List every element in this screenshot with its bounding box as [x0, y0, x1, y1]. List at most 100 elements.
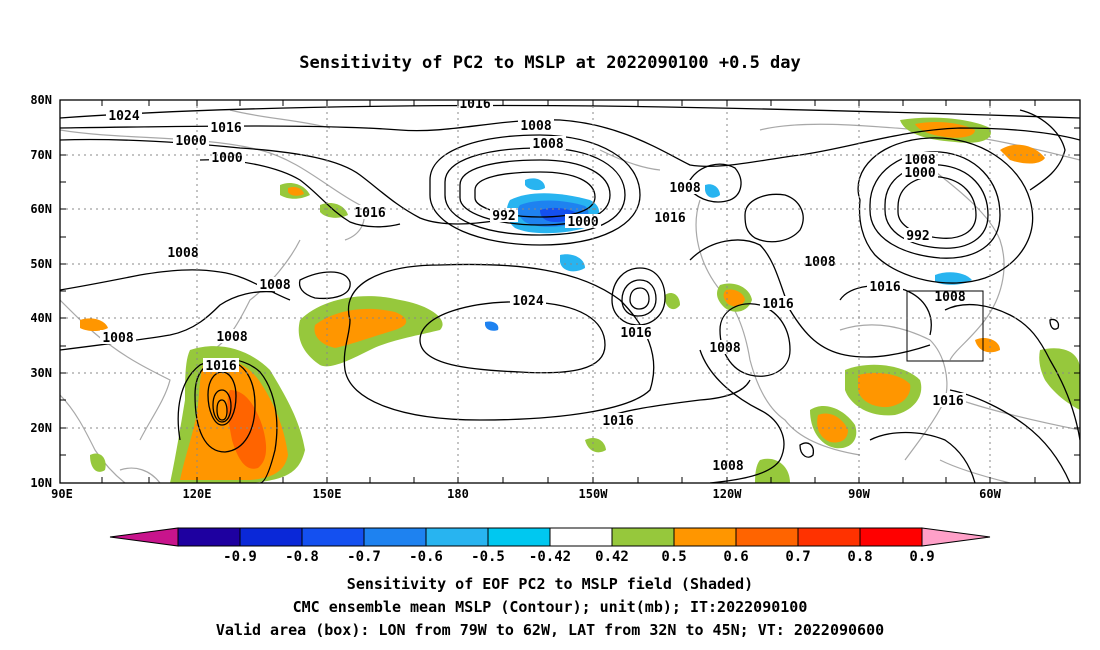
contour-label: 1016 [760, 296, 796, 312]
colorbar-low-end [109, 527, 179, 547]
contour-label: 1008 [902, 152, 938, 168]
contour-label-text: 1008 [804, 255, 835, 270]
contour-label: 1008 [257, 277, 293, 293]
contour-label-text: 1016 [354, 206, 385, 221]
lat-tick-label: 80N [30, 93, 52, 107]
contour-label-text: 992 [492, 209, 515, 224]
colorbar-swatch [177, 527, 241, 547]
latitude-labels: 80N 70N 60N 50N 40N 30N 20N 10N [30, 93, 52, 490]
contour-label-text: 1024 [108, 109, 139, 124]
colorbar-swatch [363, 527, 427, 547]
contour-label-text: 1016 [762, 297, 793, 312]
figure-title: Sensitivity of PC2 to MSLP at 2022090100… [299, 53, 801, 73]
contour-label: 1008 [530, 136, 566, 152]
lon-tick-label: 90E [51, 487, 73, 501]
colorbar-swatch [735, 527, 799, 547]
contour-label-text: 1000 [567, 215, 598, 230]
colorbar-swatch [239, 527, 303, 547]
contour-label: 1016 [208, 120, 244, 136]
valid-area-box [906, 290, 984, 362]
colorbar-label: 0.42 [595, 549, 629, 565]
positive-sensitivity-shading [80, 117, 1080, 483]
colorbar-label: 0.8 [847, 549, 872, 565]
colorbar-swatch [425, 527, 489, 547]
colorbar-label: -0.8 [285, 549, 319, 565]
lon-tick-label: 60W [979, 487, 1001, 501]
contour-label: 1008 [214, 329, 250, 345]
contour-label: 1016 [203, 358, 239, 374]
contour-label: 992 [490, 208, 518, 224]
isobar-contours [60, 104, 1080, 483]
caption-line-2: CMC ensemble mean MSLP (Contour); unit(m… [293, 598, 808, 616]
graticule [60, 100, 1080, 483]
colorbar-swatch [301, 527, 365, 547]
contour-label-text: 1008 [934, 290, 965, 305]
contour-label-text: 1008 [102, 331, 133, 346]
colorbar-label: 0.7 [785, 549, 810, 565]
contour-label-text: 1008 [709, 341, 740, 356]
contour-label: 1008 [100, 330, 136, 346]
lon-tick-label: 180 [447, 487, 469, 501]
colorbar-swatch [487, 527, 551, 547]
contour-label: 1016 [867, 279, 903, 295]
colorbar-swatch [673, 527, 737, 547]
contour-label: 1016 [618, 325, 654, 341]
contour-label: 1016 [930, 393, 966, 409]
colorbar-label: -0.5 [471, 549, 505, 565]
contour-label: 1024 [106, 108, 142, 124]
captions: Sensitivity of EOF PC2 to MSLP field (Sh… [216, 575, 884, 639]
contour-label: 1008 [518, 118, 554, 134]
contour-label-text: 1016 [932, 394, 963, 409]
contour-label-text: 1008 [167, 246, 198, 261]
lon-tick-label: 120W [713, 487, 743, 501]
contour-label-text: 1008 [532, 137, 563, 152]
contour-label: 1016 [652, 210, 688, 226]
lat-tick-label: 50N [30, 257, 52, 271]
contour-label: 1000 [173, 133, 209, 149]
contour-label-text: 1000 [211, 151, 242, 166]
colorbar-swatch [549, 527, 613, 547]
contour-label-text: 1016 [654, 211, 685, 226]
contour-label-text: 1008 [669, 181, 700, 196]
contour-label-text: 1008 [520, 119, 551, 134]
lon-tick-label: 90W [848, 487, 870, 501]
contour-label: 1016 [352, 205, 388, 221]
contour-label: 1000 [565, 214, 601, 230]
contour-label-text: 1016 [602, 414, 633, 429]
contour-label: 1000 [209, 150, 245, 166]
contour-label: 1000 [902, 165, 938, 181]
contour-label-text: 1016 [620, 326, 651, 341]
contour-label: 992 [904, 228, 932, 244]
contour-label-text: 1024 [512, 294, 543, 309]
lat-tick-label: 60N [30, 202, 52, 216]
tick-marks [59, 99, 1081, 484]
colorbar: -0.9 -0.8 -0.7 -0.6 -0.5 -0.42 0.42 0.5 0.6 0.7 0.… [109, 527, 991, 565]
lat-tick-label: 10N [30, 476, 52, 490]
contour-label: 1008 [932, 289, 968, 305]
contour-label: 1008 [667, 180, 703, 196]
colorbar-label: 0.9 [909, 549, 934, 565]
contour-label-text: 1008 [216, 330, 247, 345]
caption-line-3: Valid area (box): LON from 79W to 62W, L… [216, 621, 884, 639]
contour-label: 1008 [802, 254, 838, 270]
lat-tick-label: 20N [30, 421, 52, 435]
contour-label: 1008 [707, 340, 743, 356]
contour-label-text: 1016 [205, 359, 236, 374]
contour-label-text: 1016 [869, 280, 900, 295]
longitude-labels: 90E 120E 150E 180 150W 120W 90W 60W [51, 487, 1001, 501]
colorbar-swatch [859, 527, 923, 547]
contour-label-text: 1008 [712, 459, 743, 474]
lon-tick-label: 120E [183, 487, 212, 501]
contour-label-text: 1000 [175, 134, 206, 149]
colorbar-swatch [797, 527, 861, 547]
contour-label-text: 992 [906, 229, 929, 244]
contour-label-text: 1008 [904, 153, 935, 168]
contour-label-text: 1016 [459, 97, 490, 112]
lon-tick-label: 150E [313, 487, 342, 501]
contour-label-text: 1000 [904, 166, 935, 181]
lat-tick-label: 70N [30, 148, 52, 162]
colorbar-label: -0.9 [223, 549, 257, 565]
